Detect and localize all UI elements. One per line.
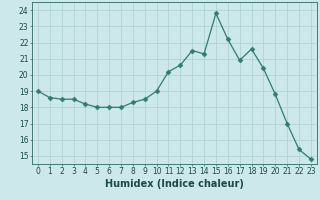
X-axis label: Humidex (Indice chaleur): Humidex (Indice chaleur) — [105, 179, 244, 189]
